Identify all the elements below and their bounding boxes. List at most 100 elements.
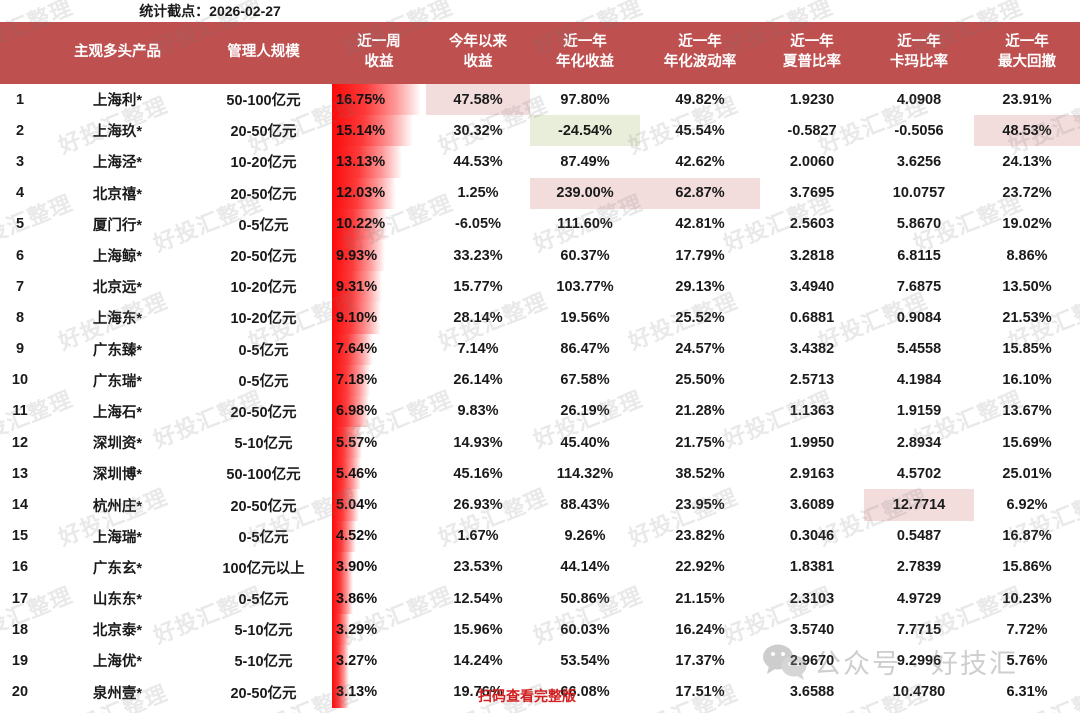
table-row[interactable]: 1 上海利* 50-100亿元 16.75% 47.58% 97.80% 49.82% 1.9… <box>0 84 1080 116</box>
bar-value-label: 12.03% <box>336 185 386 202</box>
table-row[interactable]: 14 杭州庄* 20-50亿元 5.04% 26.93% 88.43% 23.95% 3.60… <box>0 489 1080 521</box>
column-header-calmar: 近一年 卡玛比率 <box>864 22 974 84</box>
column-header-line: 收益 <box>364 54 394 70</box>
cell-name: 北京泰* <box>92 623 143 640</box>
cell-y1vol: 22.92% <box>675 559 725 576</box>
cell-name: 山东东* <box>92 592 143 609</box>
cell-y1vol: 23.82% <box>675 528 725 545</box>
cell-maxdd: 25.01% <box>1002 465 1052 482</box>
table-row[interactable]: 10 广东瑞* 0-5亿元 7.18% 26.14% 67.58% 25.50% 2.5713… <box>0 364 1080 396</box>
cell-maxdd: 19.02% <box>1002 216 1052 233</box>
weekly-return-bar <box>332 208 426 240</box>
column-header-line: 年化波动率 <box>663 54 737 70</box>
cell-ytd: 14.24% <box>453 652 503 669</box>
table-row[interactable]: 5 厦门行* 0-5亿元 10.22% -6.05% 111.60% 42.81% 2.560… <box>0 208 1080 240</box>
cell-ytd: 30.32% <box>453 122 503 139</box>
table-row[interactable]: 16 广东玄* 100亿元以上 3.90% 23.53% 44.14% 22.92% 1.83… <box>0 551 1080 583</box>
bar-fill <box>332 364 371 396</box>
bar-value-label: 3.27% <box>336 652 378 669</box>
cell-sharpe: 3.7695 <box>789 185 835 202</box>
table-row[interactable]: 4 北京禧* 20-50亿元 12.03% 1.25% 239.00% 62.87% 3.76… <box>0 177 1080 209</box>
cell-week: 9.31% <box>332 271 426 303</box>
cell-sharpe: 1.1363 <box>789 403 835 420</box>
cell-idx: 15 <box>11 528 29 545</box>
column-header-line: 近一年 <box>563 34 607 51</box>
cell-week: 3.27% <box>332 645 426 677</box>
cell-idx: 19 <box>11 652 29 669</box>
cell-y1vol: 24.57% <box>675 341 725 358</box>
table-row[interactable]: 15 上海瑞* 0-5亿元 4.52% 1.67% 9.26% 23.82% 0.3046 0.… <box>0 520 1080 552</box>
cell-y1vol: 17.79% <box>675 247 725 264</box>
cell-scale: 10-20亿元 <box>230 155 297 172</box>
cell-sharpe: 2.5713 <box>789 372 835 389</box>
table-row[interactable]: 6 上海鲸* 20-50亿元 9.93% 33.23% 60.37% 17.79% 3.281… <box>0 239 1080 272</box>
cell-scale: 20-50亿元 <box>230 404 297 421</box>
cell-sharpe: 2.9163 <box>789 465 835 482</box>
cell-week: 9.93% <box>332 239 426 272</box>
table-row[interactable]: 19 上海优* 5-10亿元 3.27% 14.24% 53.54% 17.37% 2.967… <box>0 645 1080 677</box>
table-row[interactable]: 11 上海石* 20-50亿元 6.98% 9.83% 26.19% 21.28% 1.136… <box>0 395 1080 428</box>
weekly-return-bar <box>332 551 426 583</box>
cell-sharpe: 2.5603 <box>789 216 835 233</box>
cell-y1vol: 23.95% <box>675 497 725 514</box>
page-title: 统计截点：2026-02-27 <box>139 3 281 19</box>
cell-y1ret: -24.54% <box>530 115 640 147</box>
cell-y1vol: 21.28% <box>675 403 725 420</box>
bar-fill <box>332 177 397 209</box>
cell-name: 上海优* <box>92 654 143 671</box>
table-row[interactable]: 13 深圳博* 50-100亿元 5.46% 45.16% 114.32% 38.52% 2.… <box>0 458 1080 490</box>
bar-fill <box>332 489 359 521</box>
bar-fill <box>332 676 349 708</box>
cell-ytd: 44.53% <box>453 153 503 170</box>
cell-y1vol: 17.37% <box>675 652 725 669</box>
weekly-return-bar <box>332 458 426 490</box>
cell-calmar: 7.6875 <box>896 278 942 295</box>
table-row[interactable]: 17 山东东* 0-5亿元 3.86% 12.54% 50.86% 21.15% 2.3103… <box>0 583 1080 615</box>
bar-fill <box>332 115 413 147</box>
cell-week: 16.75% <box>332 84 426 116</box>
cell-maxdd: 5.76% <box>1006 652 1048 669</box>
table-row[interactable]: 2 上海玖* 20-50亿元 15.14% 30.32% -24.54% 45.54% -0.… <box>0 115 1080 147</box>
bar-fill <box>332 84 422 116</box>
cell-week: 4.52% <box>332 520 426 552</box>
column-header-line: 最大回撤 <box>998 54 1056 70</box>
weekly-return-bar <box>332 520 426 552</box>
cell-y1vol: 25.52% <box>675 309 725 326</box>
cell-y1vol: 16.24% <box>675 621 725 638</box>
cell-week: 3.86% <box>332 583 426 615</box>
cell-sharpe: 2.9670 <box>789 652 835 669</box>
cell-week: 3.29% <box>332 614 426 646</box>
column-header-line: 近一周 <box>357 34 401 51</box>
table-row[interactable]: 18 北京泰* 5-10亿元 3.29% 15.96% 60.03% 16.24% 3.574… <box>0 614 1080 646</box>
cell-maxdd: 13.67% <box>1002 403 1052 420</box>
column-header-line: 近一年 <box>678 34 722 51</box>
table-row[interactable]: 20 泉州壹* 20-50亿元 3.13% 19.76% 66.08% 17.51% 3.65… <box>0 676 1080 708</box>
table-row[interactable]: 9 广东臻* 0-5亿元 7.64% 7.14% 86.47% 24.57% 3.4382 5.… <box>0 333 1080 365</box>
table-row[interactable]: 3 上海泾* 10-20亿元 13.13% 44.53% 87.49% 42.62% 2.00… <box>0 146 1080 178</box>
table-row[interactable]: 12 深圳资* 5-10亿元 5.57% 14.93% 45.40% 21.75% 1.995… <box>0 427 1080 459</box>
cell-ytd: 1.25% <box>457 185 499 202</box>
table-row[interactable]: 7 北京远* 10-20亿元 9.31% 15.77% 103.77% 29.13% 3.49… <box>0 271 1080 303</box>
cell-name: 上海鲸* <box>92 249 143 266</box>
cell-ytd: 47.58% <box>426 84 530 116</box>
cell-y1ret: 97.80% <box>560 91 610 108</box>
bar-fill <box>332 146 403 178</box>
table-body: 1 上海利* 50-100亿元 16.75% 47.58% 97.80% 49.82% 1.9… <box>0 84 1080 708</box>
cell-ytd: 1.67% <box>457 528 499 545</box>
cell-idx: 6 <box>15 247 25 264</box>
cell-week: 15.14% <box>332 115 426 147</box>
bar-fill <box>332 271 382 303</box>
cell-name: 上海玖* <box>92 124 143 141</box>
cell-idx: 1 <box>15 91 25 108</box>
table-row[interactable]: 8 上海东* 10-20亿元 9.10% 28.14% 19.56% 25.52% 0.688… <box>0 302 1080 334</box>
cell-sharpe: 3.6089 <box>789 497 835 514</box>
cell-y1vol: 38.52% <box>675 465 725 482</box>
cell-name: 上海东* <box>92 311 143 328</box>
cell-calmar: 2.8934 <box>896 434 942 451</box>
cell-y1vol: 29.13% <box>675 278 725 295</box>
scan-qr-cta[interactable]: 扫码查看完整版 <box>478 688 576 704</box>
bar-value-label: 16.75% <box>336 91 386 108</box>
cell-idx: 2 <box>15 122 25 139</box>
cell-y1vol: 42.81% <box>675 216 725 233</box>
bar-value-label: 7.64% <box>336 341 378 358</box>
